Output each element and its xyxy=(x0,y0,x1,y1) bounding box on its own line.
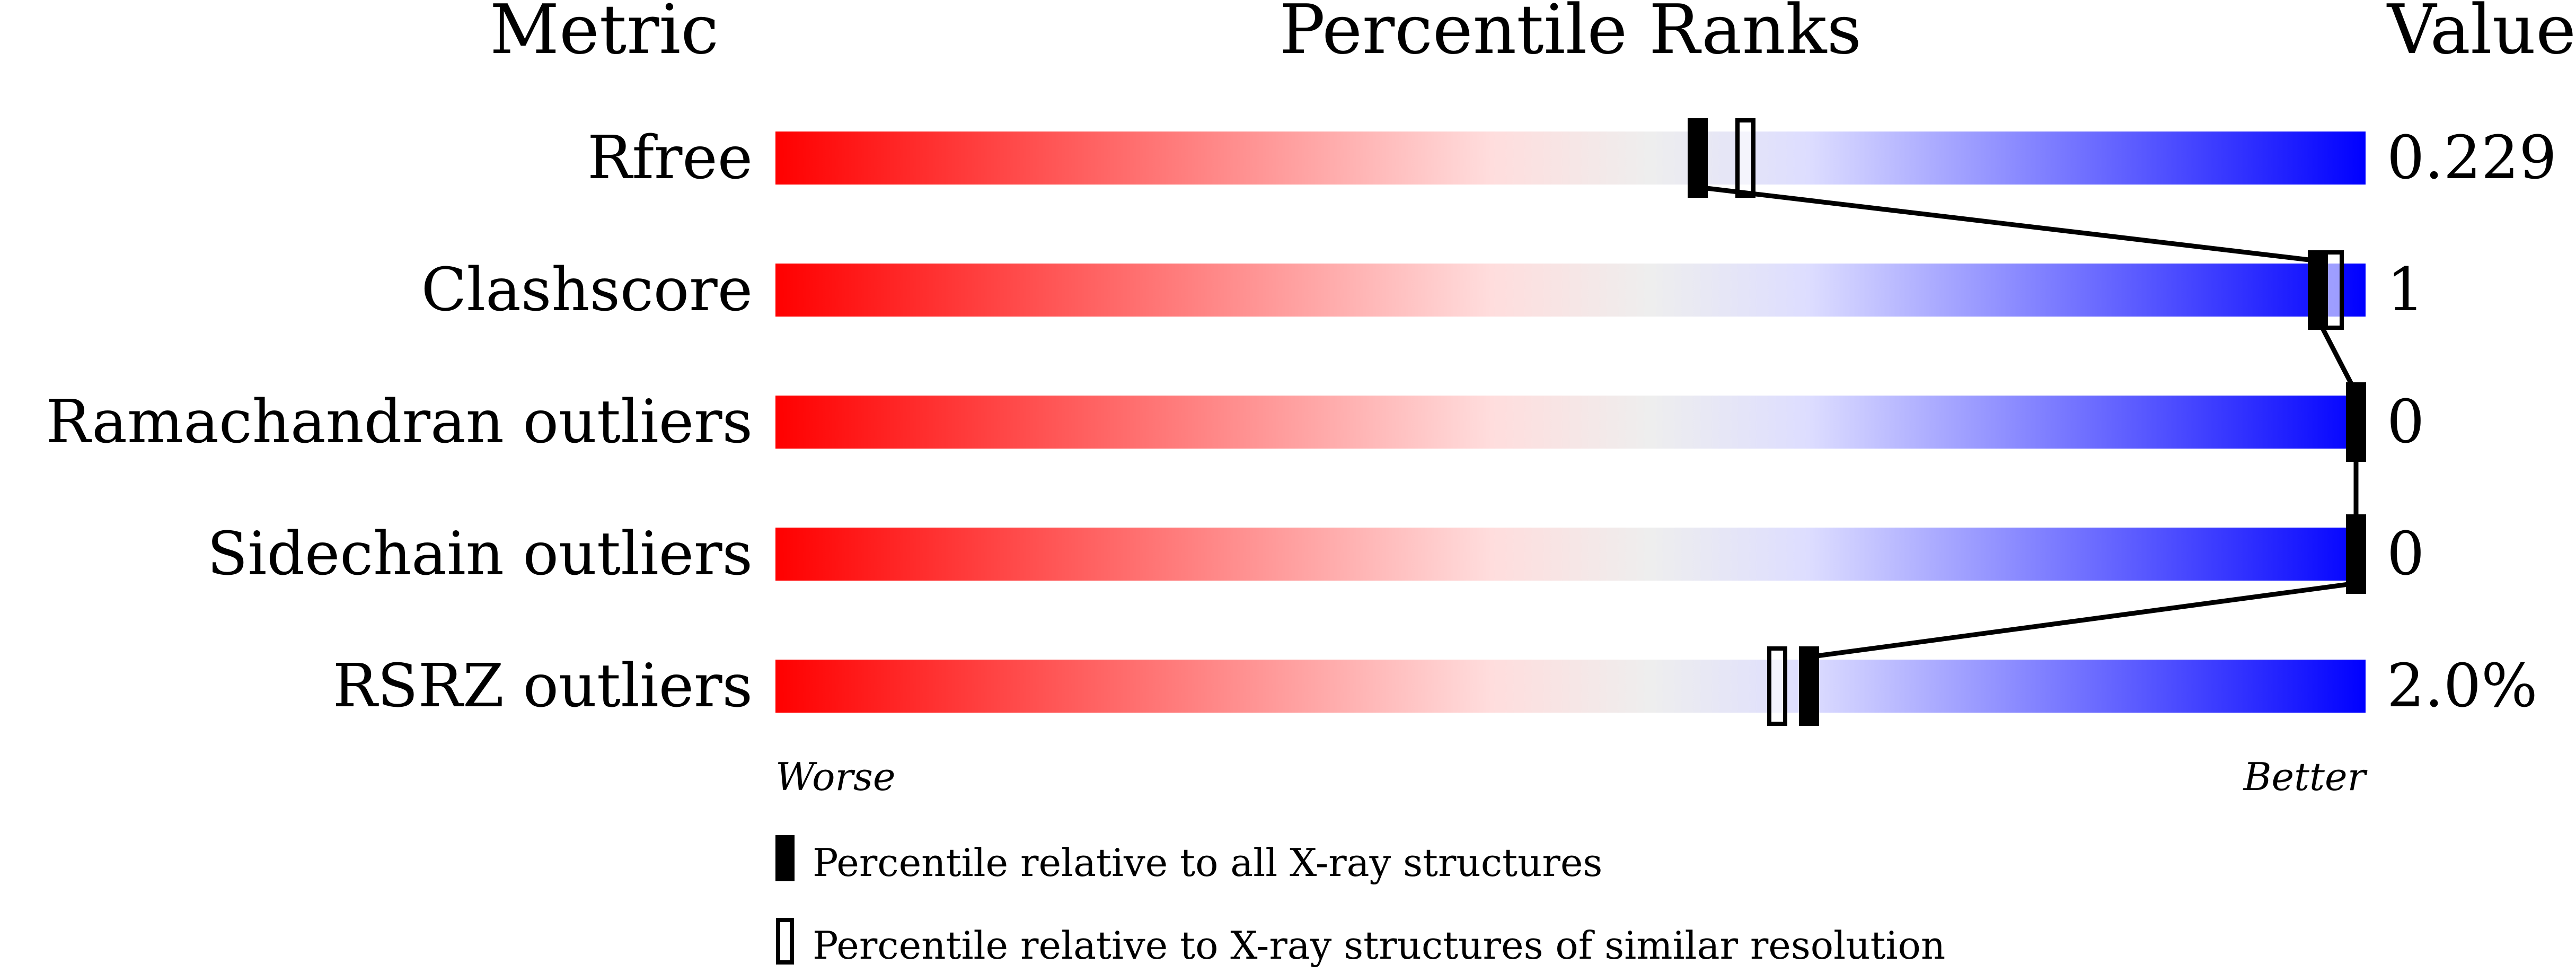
metric-value: 0.229 xyxy=(2387,124,2557,192)
metric-label: Rfree xyxy=(587,124,753,192)
percentile-bar xyxy=(775,660,2366,713)
percentile-bar xyxy=(775,528,2366,581)
legend-label-all: Percentile relative to all X-ray structu… xyxy=(813,840,1602,885)
percentile-bar xyxy=(775,264,2366,317)
metric-value: 1 xyxy=(2387,256,2424,325)
metric-row: Ramachandran outliers 0 xyxy=(46,382,2424,462)
metric-label: Ramachandran outliers xyxy=(46,388,753,457)
header-value: Value xyxy=(2386,0,2576,69)
metric-value: 0 xyxy=(2387,520,2424,589)
metric-value: 2.0% xyxy=(2387,652,2538,721)
metric-value: 0 xyxy=(2387,388,2424,457)
metric-label: Sidechain outliers xyxy=(207,520,753,589)
marker-all-structures xyxy=(1688,118,1708,198)
legend-filled-marker xyxy=(775,835,795,881)
header-percentile-ranks: Percentile Ranks xyxy=(1280,0,1862,69)
marker-similar-resolution xyxy=(1767,646,1787,726)
legend-label-similar: Percentile relative to X-ray structures … xyxy=(813,923,1945,968)
header-metric: Metric xyxy=(490,0,719,69)
connector-line xyxy=(1697,185,2359,660)
marker-similar-resolution xyxy=(1735,118,1755,198)
legend: Percentile relative to all X-ray structu… xyxy=(775,835,1945,968)
legend-outline-marker xyxy=(776,918,794,965)
metric-row: Rfree 0.229 xyxy=(587,118,2557,198)
percentile-bar xyxy=(775,396,2366,449)
metric-row: Clashscore 1 xyxy=(421,250,2424,330)
metric-label: Clashscore xyxy=(421,256,753,325)
axis-label-better: Better xyxy=(2243,755,2368,799)
axis-label-worse: Worse xyxy=(775,755,895,799)
metric-row: RSRZ outliers 2.0% xyxy=(333,646,2538,726)
marker-all-structures xyxy=(1799,646,1819,726)
percentile-bar xyxy=(775,132,2366,185)
marker-similar-resolution xyxy=(2324,250,2344,330)
metric-row: Sidechain outliers 0 xyxy=(207,514,2424,594)
metric-label: RSRZ outliers xyxy=(333,652,753,721)
